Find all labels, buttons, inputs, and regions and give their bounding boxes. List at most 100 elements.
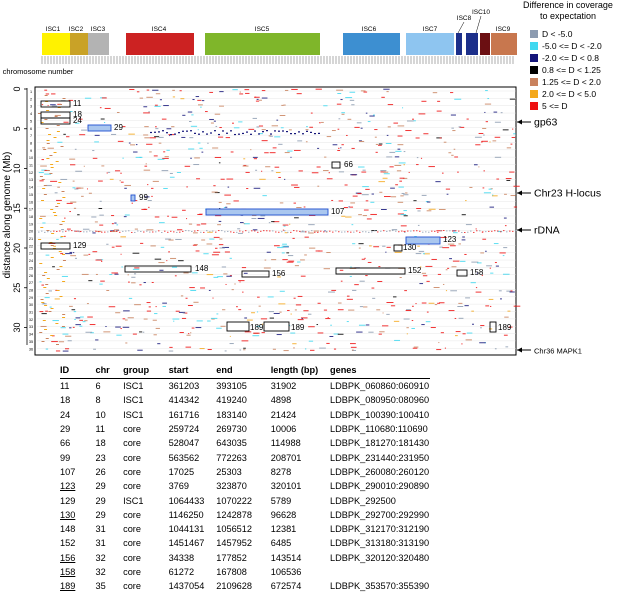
heatmap-cell [159, 269, 164, 271]
chromosome-tick-label: 20 [29, 230, 33, 234]
heatmap-cell [332, 144, 338, 146]
heatmap-cell [196, 224, 201, 226]
cell-start: 528047 [169, 436, 217, 450]
heatmap-cell [199, 348, 205, 350]
heatmap-cell [452, 232, 458, 234]
cell-group: core [123, 465, 168, 479]
heatmap-cell [213, 251, 221, 253]
heatmap-cell [466, 332, 473, 334]
heatmap-cell [72, 326, 75, 328]
heatmap-cell [158, 230, 160, 232]
heatmap-cell [240, 222, 244, 224]
heatmap-cell [42, 188, 46, 189]
heatmap-cell [148, 206, 150, 208]
chromosome-tick-label: 15 [29, 193, 33, 197]
heatmap-cell [172, 96, 176, 98]
legend-swatch [530, 102, 538, 110]
heatmap-cell [368, 231, 370, 233]
heatmap-cell [503, 230, 505, 232]
chromosome-tick-label: 13 [29, 178, 33, 182]
cell-chr: 10 [95, 408, 123, 422]
heatmap-cell [302, 230, 304, 232]
heatmap-cell [390, 187, 395, 189]
cell-end-text: 167808 [216, 567, 247, 577]
table-row: 66 18 core 528047 643035 114988 LDBPK_181270:1… [60, 436, 430, 450]
cell-start: 1437054 [169, 579, 217, 593]
heatmap-cell [98, 180, 103, 182]
heatmap-cell [407, 230, 409, 232]
cell-start-text: 1451467 [168, 538, 205, 549]
col-header-group: group [123, 365, 169, 379]
isc-segment-isc7 [406, 33, 454, 55]
heatmap-cell [212, 297, 214, 299]
heatmap-cell [192, 244, 197, 246]
heatmap-cell [49, 155, 53, 156]
cell-group: core [123, 536, 168, 550]
heatmap-cell [295, 304, 302, 306]
heatmap-cell [59, 266, 63, 267]
heatmap-cell [66, 136, 70, 138]
legend-item: 2.0 <= D < 5.0 [530, 88, 616, 100]
heatmap-cell [72, 187, 76, 189]
heatmap-cell [293, 347, 295, 349]
heatmap-cell [314, 231, 316, 233]
cell-id: 152 [60, 536, 95, 550]
heatmap-cell [244, 317, 248, 319]
heatmap-cell [144, 126, 149, 128]
cell-genes: LDBPK_231440:231950 [330, 450, 430, 464]
heatmap-cell [39, 263, 43, 264]
heatmap-cell [218, 230, 220, 232]
heatmap-cell [316, 166, 321, 168]
heatmap-cell [371, 287, 375, 289]
heatmap-cell [194, 157, 200, 159]
heatmap-cell [297, 261, 301, 263]
heatmap-cell [79, 134, 86, 136]
heatmap-cell [365, 324, 370, 326]
cell-length-text: 10006 [270, 424, 297, 435]
heatmap-cell [397, 125, 405, 127]
heatmap-cell [245, 230, 247, 232]
heatmap-cell [290, 133, 292, 135]
heatmap-cell [182, 230, 184, 232]
heatmap-cell [104, 231, 106, 233]
cell-end: 177852 [216, 551, 271, 565]
heatmap-cell [482, 127, 487, 129]
chromosome-tick-label: 29 [29, 296, 33, 300]
heatmap-cell [40, 215, 46, 217]
heatmap-cell [182, 312, 186, 314]
heatmap-cell [351, 147, 355, 149]
heatmap-cell [269, 317, 275, 319]
heatmap-cell [56, 125, 60, 126]
region-box-label-189b: 189 [250, 323, 264, 332]
heatmap-cell [143, 318, 148, 320]
table-row: 158 32 core 61272 167808 106536 [60, 565, 430, 579]
heatmap-cell [44, 173, 52, 175]
heatmap-cell [404, 231, 406, 233]
heatmap-cell [101, 165, 105, 167]
heatmap-cell [341, 113, 345, 115]
heatmap-cell [464, 231, 466, 233]
cell-genes: LDBPK_181270:181430 [330, 436, 430, 450]
heatmap-cell [379, 331, 385, 333]
chromosome-tick-label: 18 [29, 215, 33, 219]
heatmap-cell [428, 166, 435, 168]
heatmap-cell [68, 230, 70, 232]
heatmap-cell [330, 324, 332, 326]
heatmap-cell [214, 113, 221, 115]
isc-segment-isc9 [491, 33, 517, 55]
heatmap-cell [218, 162, 221, 164]
heatmap-cell [206, 243, 213, 245]
heatmap-cell [39, 218, 43, 219]
heatmap-cell [104, 107, 111, 109]
region-box-label-152: 152 [408, 266, 422, 275]
heatmap-cell [194, 244, 198, 246]
heatmap-cell [242, 291, 244, 293]
cell-length-text: 106536 [270, 567, 302, 577]
heatmap-cell [176, 231, 178, 233]
heatmap-cell [88, 192, 92, 194]
heatmap-cell [62, 314, 66, 315]
heatmap-cell [58, 182, 62, 183]
heatmap-cell [338, 200, 343, 202]
heatmap-cell [391, 229, 398, 231]
cell-end: 643035 [216, 436, 271, 450]
